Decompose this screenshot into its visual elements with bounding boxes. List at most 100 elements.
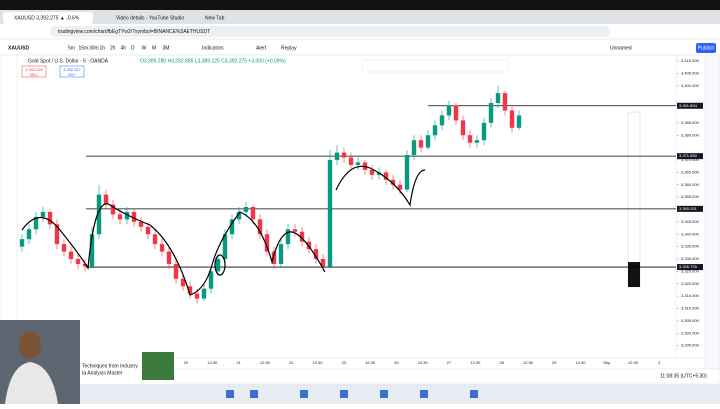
candle-body <box>320 258 326 267</box>
interval[interactable]: W <box>142 45 147 51</box>
alert-button[interactable]: Alert <box>256 45 267 51</box>
x-tick-label: 2 <box>658 360 661 365</box>
candle-body <box>166 251 172 264</box>
address-bar[interactable] <box>50 26 610 37</box>
y-tick-label: 3,300.000 <box>681 330 700 335</box>
candle-body <box>47 211 53 225</box>
candle-body <box>19 239 25 247</box>
webcam-shirt <box>5 362 58 404</box>
y-tick-label: 3,310.000 <box>681 306 700 311</box>
interval[interactable]: 4h <box>121 45 127 51</box>
interval[interactable]: 3M <box>163 45 170 51</box>
candle-body <box>33 216 39 230</box>
icon[interactable] <box>226 390 234 398</box>
interval[interactable]: 2h <box>110 45 116 51</box>
level-tag <box>677 153 703 160</box>
x-tick-label: 22 <box>289 360 294 365</box>
y-tick-label: 3,370.000 <box>681 157 700 162</box>
candle-body <box>75 258 81 264</box>
buy-box[interactable] <box>59 65 85 78</box>
candle-body <box>201 288 207 299</box>
candle-body <box>481 122 487 141</box>
candle-body <box>145 226 151 235</box>
candle-body <box>299 231 305 242</box>
candle-body <box>460 120 466 136</box>
interval[interactable]: M <box>152 45 156 51</box>
y-tick-label: 3,305.000 <box>681 318 700 323</box>
candle-body <box>264 234 270 252</box>
icon[interactable] <box>340 390 348 398</box>
y-tick-label: 3,405.000 <box>681 70 700 75</box>
candle-body <box>110 204 116 215</box>
candle-body <box>103 194 109 205</box>
chart-title: Gold Spot / U.S. Dollar · 5 · OANDA <box>28 58 109 64</box>
tab[interactable]: XAUUSD 3,392.275 ▲ -0.6% <box>14 15 80 21</box>
icon[interactable] <box>250 390 258 398</box>
candle-body <box>194 293 200 299</box>
y-tick-label: 3,345.000 <box>681 219 700 224</box>
candle-body <box>439 115 445 126</box>
color-swatch[interactable] <box>628 262 640 287</box>
publish-button[interactable] <box>696 43 716 53</box>
tab-strip <box>0 10 720 24</box>
price-axis: 3,295.000 3,300.000 3,305.000 3,310.000 3,31… <box>676 58 703 348</box>
interval[interactable]: 1h <box>100 45 106 51</box>
interval[interactable]: 5m <box>68 45 75 51</box>
candle-body <box>173 263 179 279</box>
layout-name[interactable]: Unnamed <box>610 45 632 51</box>
candle-body <box>180 278 186 287</box>
publish-label[interactable]: Publish <box>698 45 715 51</box>
icon[interactable] <box>420 390 428 398</box>
sell-box[interactable] <box>21 65 47 78</box>
x-tick-label: 12:30 <box>312 360 323 365</box>
interval[interactable]: 15m <box>79 45 89 51</box>
candle-body <box>215 258 221 272</box>
interval[interactable]: 30m <box>89 45 99 51</box>
y-tick-label: 3,400.000 <box>681 83 700 88</box>
ohlc: O3,389.280 H3,392.885 L3,389.125 C3,392.… <box>140 58 286 64</box>
candle-body <box>138 221 144 227</box>
y-tick-label: 3,340.000 <box>681 231 700 236</box>
tab[interactable]: New Tab <box>205 15 225 21</box>
level-tag <box>677 205 703 212</box>
interval[interactable]: D <box>131 45 135 51</box>
candle-body <box>404 155 410 190</box>
buy-price[interactable]: 3,392.317 <box>63 67 82 72</box>
candle-body <box>348 157 354 165</box>
candle-body <box>61 244 67 252</box>
candle-body <box>411 140 417 156</box>
x-tick-label: 20 <box>184 360 189 365</box>
candle-body <box>432 125 438 136</box>
sell-price[interactable]: 3,392.029 <box>25 67 44 72</box>
y-tick-label: 3,320.000 <box>681 281 700 286</box>
icon[interactable] <box>380 390 388 398</box>
thumbnail <box>142 352 174 380</box>
candle-body <box>292 229 298 232</box>
active-tab[interactable] <box>3 12 93 24</box>
x-tick-label: 29 <box>552 360 557 365</box>
indicators-button[interactable]: Indicators <box>202 45 224 51</box>
tab[interactable]: Video details - YouTube Studio <box>116 15 184 21</box>
candle-body <box>236 211 242 220</box>
icon[interactable] <box>470 390 478 398</box>
level-tag <box>677 264 703 271</box>
sell-label[interactable]: SELL <box>30 73 39 77</box>
icon[interactable] <box>300 390 308 398</box>
url[interactable]: tradingview.com/chart/fbEgTYw2/?symbol=B… <box>58 29 210 35</box>
level-label: 3,391.894 <box>679 103 698 108</box>
y-tick-label: 3,365.000 <box>681 169 700 174</box>
taskbar <box>80 384 720 404</box>
candle-body <box>474 140 480 143</box>
candle-body <box>355 162 361 165</box>
candle-body <box>117 214 123 220</box>
x-tick-label: 12:30 <box>418 360 429 365</box>
caption: Techniques from Industry <box>82 363 138 369</box>
y-tick-label: 3,380.000 <box>681 132 700 137</box>
clock: 11:08:35 (UTC+5:30) <box>660 373 707 379</box>
x-tick-label: 12:30 <box>470 360 481 365</box>
symbol[interactable]: XAUUSD <box>8 45 30 51</box>
replay-button[interactable]: Replay <box>281 45 297 51</box>
hand-drawn-circle <box>214 254 226 276</box>
buy-label[interactable]: BUY <box>68 73 76 77</box>
